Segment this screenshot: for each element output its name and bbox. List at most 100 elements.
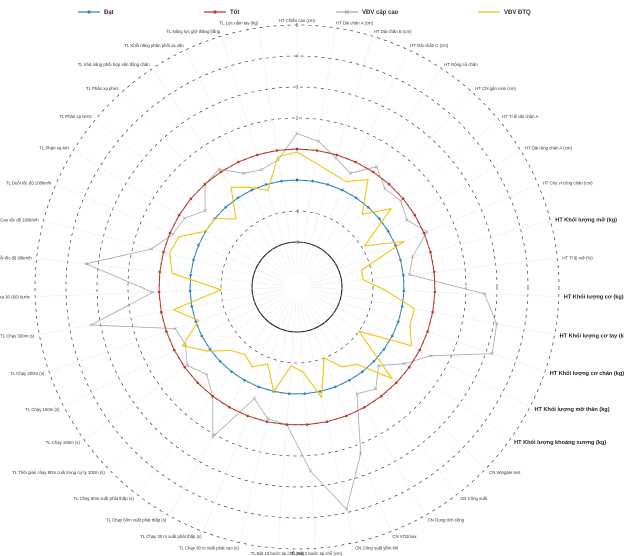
series-point <box>319 390 322 393</box>
series-point <box>376 363 381 368</box>
series-point <box>367 206 370 209</box>
legend-label: Đạt <box>104 10 114 16</box>
axis-label: HT Chỉ gân Asin (cm) <box>475 86 516 91</box>
series-point <box>189 197 193 200</box>
series-point <box>422 231 426 235</box>
series-point <box>255 153 259 157</box>
ring-label: -2 <box>295 240 299 245</box>
series-point <box>315 149 319 152</box>
series-point <box>203 182 207 186</box>
series-point <box>188 289 192 293</box>
axis-labels: HT Chiều cao (cm) HT Dài chân A (cm) HT Dà… <box>0 18 624 556</box>
axis-label: TL Cao tốc độ 100km/h <box>0 217 39 222</box>
series-point <box>236 196 240 200</box>
series-point <box>333 385 337 389</box>
series-point <box>433 290 437 294</box>
series-point <box>200 334 204 338</box>
axis-label: CN Wingate test <box>489 470 521 475</box>
series-point <box>341 188 344 192</box>
axis-label: HT Khối lượng mỡ thân (kg) <box>535 406 610 413</box>
axis-label: TL Chạy 150m (s) <box>25 407 60 412</box>
series-point <box>162 250 165 254</box>
axis-label: TL Phản xạ phức <box>86 86 120 91</box>
series-point <box>334 156 338 160</box>
series-point <box>482 292 487 296</box>
series-point <box>173 326 177 331</box>
axis-label: HT Dài chân A (cm) <box>336 21 374 26</box>
legend-label: Tốt <box>230 9 239 16</box>
series-point <box>308 469 313 473</box>
series-point <box>89 323 93 327</box>
series-point <box>190 305 194 308</box>
series-point <box>383 187 387 191</box>
series-point <box>407 273 412 277</box>
grid-ring <box>96 86 498 488</box>
axis-label: TL Phản xạ NHG <box>59 114 92 119</box>
series-point <box>203 209 207 213</box>
series-point <box>495 322 499 326</box>
legend-marker <box>344 9 350 15</box>
series-point <box>160 310 163 314</box>
axis-label: TL Chạy 200m (s) <box>10 371 45 376</box>
series-point <box>250 188 253 192</box>
series-point <box>410 255 415 259</box>
axis-label: TL Chạy 80m xuất phát thấp (s) <box>74 496 135 501</box>
axis-label: HT Rộng cổ chân <box>444 62 478 67</box>
series-point <box>182 216 187 220</box>
axis-label: HT Chu vi cổng chân (cm) <box>543 180 593 185</box>
series-point <box>197 243 200 247</box>
series-point <box>157 290 161 294</box>
series-point <box>382 348 386 351</box>
series-point <box>399 258 402 262</box>
axis-label: HT Tỉ lệ mỡ (%) <box>562 256 593 261</box>
series-point <box>243 379 246 382</box>
series-point <box>217 167 221 171</box>
series-point <box>165 330 168 333</box>
axis-label: TL Phản xạ MH <box>39 146 69 151</box>
series-point <box>219 170 223 174</box>
series-point <box>183 366 187 369</box>
axis-label: HT Tỉ lệ dài chân A <box>502 114 538 119</box>
ring-label: 1 <box>296 147 299 152</box>
series-point <box>264 183 268 186</box>
axis-label: HT Dài chân C (cm) <box>410 43 448 48</box>
ring-label: 5 <box>296 23 299 28</box>
series-point <box>260 168 264 172</box>
axis-label: HT Khối lượng cơ chân (kg) <box>550 370 624 377</box>
series-point <box>405 218 409 222</box>
series-point <box>192 258 195 262</box>
series-point <box>387 182 391 186</box>
series-point <box>280 179 283 183</box>
series-point <box>426 330 429 333</box>
legend-marker <box>87 10 91 14</box>
series-point <box>418 348 422 352</box>
axis-label: TL Chạy 300m (s) <box>0 333 35 338</box>
series-point <box>402 362 406 366</box>
ring-label: 2 <box>296 116 299 121</box>
axis-label: TL Chạy 150m (s) <box>46 440 81 445</box>
series-point <box>303 392 307 396</box>
series-point <box>237 160 240 164</box>
series-point <box>218 360 222 363</box>
radar-series <box>84 131 499 512</box>
series-point <box>402 289 406 293</box>
axis-label: TL Khối năng phản phối xạ vận <box>124 43 184 48</box>
series-point <box>359 451 363 456</box>
axis-label: HT Chiều cao (cm) <box>279 18 316 23</box>
axis-label: TL Khả năng phối hợp vận động chân <box>78 62 151 67</box>
series-point <box>311 179 314 183</box>
series-point <box>242 171 246 175</box>
series-line <box>168 151 415 399</box>
series-point <box>171 232 175 236</box>
series-point <box>285 423 289 426</box>
series-point <box>399 199 403 203</box>
series-point <box>401 197 405 200</box>
ring-label: 0 <box>296 178 299 183</box>
series-point <box>354 196 358 200</box>
series-point <box>246 414 249 418</box>
series-point <box>326 183 330 186</box>
series-point <box>372 360 376 363</box>
ring-label: -1 <box>295 209 299 214</box>
series-point <box>224 206 227 209</box>
series-point <box>344 507 349 512</box>
